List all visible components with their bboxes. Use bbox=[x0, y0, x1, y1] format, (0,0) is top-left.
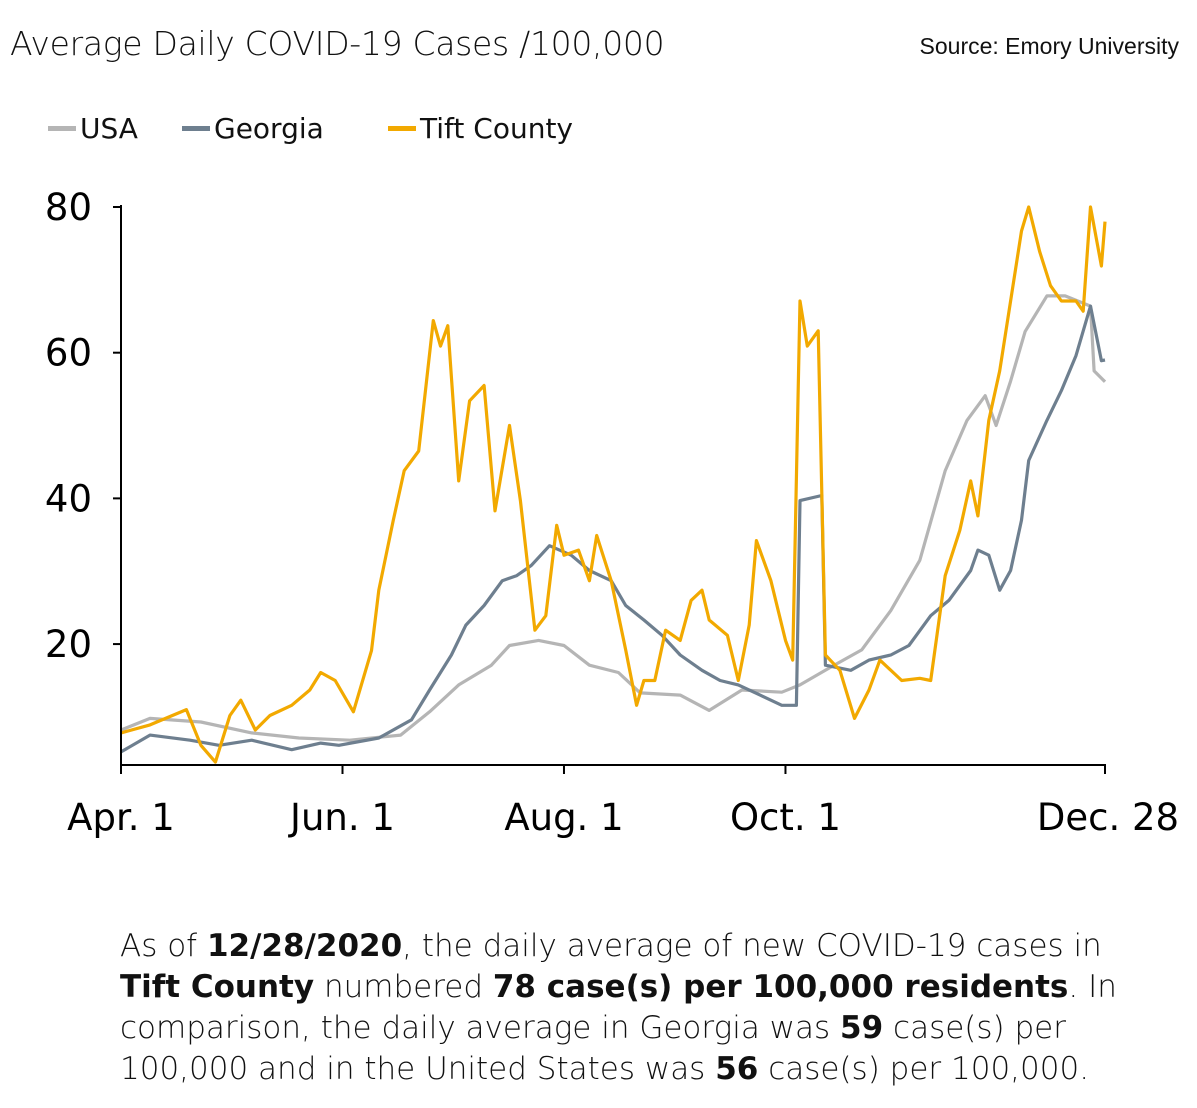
legend-item-georgia: Georgia bbox=[182, 112, 324, 145]
summary-date: 12/28/2020 bbox=[206, 928, 403, 964]
legend-item-usa: USA bbox=[48, 112, 138, 145]
summary-usa-value: 56 bbox=[715, 1051, 759, 1087]
x-tick-label: Oct. 1 bbox=[730, 796, 841, 839]
x-tick-label: Jun. 1 bbox=[288, 796, 395, 839]
legend-swatch-tift bbox=[388, 126, 416, 131]
x-tick-label: Apr. 1 bbox=[67, 796, 175, 839]
chart-title: Average Daily COVID-19 Cases /100,000 bbox=[10, 24, 665, 63]
summary-text: As of 12/28/2020, the daily average of n… bbox=[120, 926, 1130, 1090]
legend-label-tift: Tift County bbox=[420, 112, 573, 145]
chart-source: Source: Emory University bbox=[919, 33, 1179, 59]
legend-label-georgia: Georgia bbox=[214, 112, 324, 145]
summary-county-value: 78 case(s) per 100,000 residents bbox=[492, 969, 1069, 1005]
summary-georgia-value: 59 bbox=[840, 1010, 884, 1046]
series-line-usa bbox=[120, 294, 1107, 742]
summary-part: , the daily average of new COVID-19 case… bbox=[402, 928, 1102, 964]
series-line-tift-county bbox=[120, 205, 1107, 764]
y-tick-label: 40 bbox=[45, 477, 92, 520]
legend-label-usa: USA bbox=[80, 112, 138, 145]
summary-part: As of bbox=[120, 928, 207, 964]
y-tick-label: 80 bbox=[45, 186, 92, 229]
x-tick-label: Dec. 28 bbox=[1037, 796, 1179, 839]
x-tick-label: Aug. 1 bbox=[504, 796, 623, 839]
summary-part: numbered bbox=[314, 969, 493, 1005]
y-tick-label: 60 bbox=[45, 332, 92, 375]
line-chart: 20 40 60 80 Apr. 1 Jun. 1 Aug. 1 Oct. 1 Dec. 28 bbox=[45, 186, 1179, 839]
y-tick-label: 20 bbox=[45, 623, 92, 666]
legend-item-tift: Tift County bbox=[388, 112, 573, 145]
summary-part: case(s) per 100,000. bbox=[758, 1051, 1090, 1087]
legend-swatch-usa bbox=[48, 126, 76, 131]
series-line-georgia bbox=[120, 304, 1106, 754]
summary-part: . In comparison, the daily average in Ge… bbox=[120, 969, 1117, 1046]
summary-part: case(s) per 100,000 and in the United St… bbox=[120, 1010, 1066, 1087]
legend-swatch-georgia bbox=[182, 126, 210, 131]
summary-county: Tift County bbox=[120, 969, 315, 1005]
